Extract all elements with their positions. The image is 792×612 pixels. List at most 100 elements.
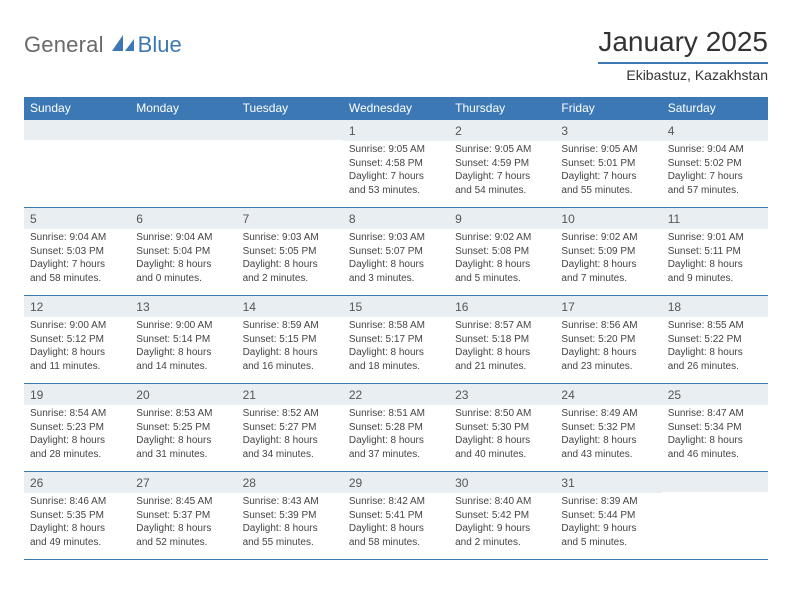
calendar-cell: 10Sunrise: 9:02 AMSunset: 5:09 PMDayligh…	[555, 207, 661, 295]
daylight-label: Daylight:	[561, 523, 603, 534]
calendar-cell: 25Sunrise: 8:47 AMSunset: 5:34 PMDayligh…	[662, 383, 768, 471]
sunrise-line: Sunrise: 8:43 AM	[243, 495, 337, 509]
cell-body: Sunrise: 8:58 AMSunset: 5:17 PMDaylight:…	[343, 317, 449, 377]
sunrise-value: 8:40 AM	[495, 496, 532, 507]
day-number: 1	[343, 120, 449, 141]
sunset-label: Sunset:	[561, 246, 598, 257]
daylight-line: Daylight: 8 hours and 55 minutes.	[243, 522, 337, 549]
calendar-week-row: 26Sunrise: 8:46 AMSunset: 5:35 PMDayligh…	[24, 471, 768, 559]
cell-body: Sunrise: 9:01 AMSunset: 5:11 PMDaylight:…	[662, 229, 768, 289]
daylight-label: Daylight:	[455, 171, 497, 182]
cell-body: Sunrise: 8:46 AMSunset: 5:35 PMDaylight:…	[24, 493, 130, 553]
sunrise-value: 8:45 AM	[176, 496, 213, 507]
sunset-label: Sunset:	[455, 158, 492, 169]
sunset-line: Sunset: 5:04 PM	[136, 245, 230, 259]
month-title: January 2025	[598, 26, 768, 58]
calendar-cell: 26Sunrise: 8:46 AMSunset: 5:35 PMDayligh…	[24, 471, 130, 559]
daylight-label: Daylight:	[668, 259, 710, 270]
daylight-line: Daylight: 7 hours and 54 minutes.	[455, 170, 549, 197]
calendar-cell: 7Sunrise: 9:03 AMSunset: 5:05 PMDaylight…	[237, 207, 343, 295]
sunrise-line: Sunrise: 8:57 AM	[455, 319, 549, 333]
day-number: 7	[237, 208, 343, 229]
daylight-line: Daylight: 7 hours and 53 minutes.	[349, 170, 443, 197]
calendar-table: SundayMondayTuesdayWednesdayThursdayFrid…	[24, 97, 768, 559]
sunset-label: Sunset:	[30, 334, 67, 345]
sunrise-line: Sunrise: 8:45 AM	[136, 495, 230, 509]
sunset-value: 5:15 PM	[279, 334, 316, 345]
sunrise-line: Sunrise: 8:39 AM	[561, 495, 655, 509]
cell-body: Sunrise: 9:00 AMSunset: 5:12 PMDaylight:…	[24, 317, 130, 377]
daylight-line: Daylight: 8 hours and 37 minutes.	[349, 434, 443, 461]
sunrise-value: 9:00 AM	[176, 320, 213, 331]
sunrise-line: Sunrise: 8:50 AM	[455, 407, 549, 421]
cell-body: Sunrise: 8:47 AMSunset: 5:34 PMDaylight:…	[662, 405, 768, 465]
sunset-value: 5:30 PM	[492, 422, 529, 433]
sunrise-label: Sunrise:	[349, 408, 388, 419]
sunrise-label: Sunrise:	[243, 320, 282, 331]
daylight-label: Daylight:	[668, 347, 710, 358]
sunset-label: Sunset:	[243, 510, 280, 521]
sunset-value: 5:17 PM	[386, 334, 423, 345]
daylight-line: Daylight: 8 hours and 11 minutes.	[30, 346, 124, 373]
sunset-line: Sunset: 5:25 PM	[136, 421, 230, 435]
daylight-label: Daylight:	[349, 523, 391, 534]
cell-body: Sunrise: 8:49 AMSunset: 5:32 PMDaylight:…	[555, 405, 661, 465]
daylight-line: Daylight: 8 hours and 43 minutes.	[561, 434, 655, 461]
day-number: 28	[237, 472, 343, 493]
sunset-value: 5:35 PM	[67, 510, 104, 521]
sunrise-line: Sunrise: 8:46 AM	[30, 495, 124, 509]
sunset-line: Sunset: 5:17 PM	[349, 333, 443, 347]
sunset-label: Sunset:	[349, 510, 386, 521]
sunrise-value: 8:58 AM	[388, 320, 425, 331]
cell-body: Sunrise: 8:50 AMSunset: 5:30 PMDaylight:…	[449, 405, 555, 465]
sunset-value: 5:32 PM	[598, 422, 635, 433]
sunrise-line: Sunrise: 8:56 AM	[561, 319, 655, 333]
sunrise-label: Sunrise:	[136, 496, 175, 507]
daylight-line: Daylight: 8 hours and 52 minutes.	[136, 522, 230, 549]
sunrise-line: Sunrise: 8:47 AM	[668, 407, 762, 421]
sunrise-value: 8:55 AM	[707, 320, 744, 331]
daylight-label: Daylight:	[668, 435, 710, 446]
calendar-cell: 23Sunrise: 8:50 AMSunset: 5:30 PMDayligh…	[449, 383, 555, 471]
sunrise-line: Sunrise: 8:51 AM	[349, 407, 443, 421]
day-number: 16	[449, 296, 555, 317]
title-block: January 2025 Ekibastuz, Kazakhstan	[598, 26, 768, 83]
sunrise-value: 8:51 AM	[388, 408, 425, 419]
sunset-line: Sunset: 5:27 PM	[243, 421, 337, 435]
sunset-line: Sunset: 5:01 PM	[561, 157, 655, 171]
sunset-line: Sunset: 5:09 PM	[561, 245, 655, 259]
sunrise-line: Sunrise: 8:54 AM	[30, 407, 124, 421]
sunrise-label: Sunrise:	[30, 408, 69, 419]
sunrise-value: 9:04 AM	[69, 232, 106, 243]
sunrise-line: Sunrise: 8:55 AM	[668, 319, 762, 333]
sunrise-value: 9:05 AM	[601, 144, 638, 155]
sunrise-label: Sunrise:	[561, 496, 600, 507]
sunrise-label: Sunrise:	[455, 320, 494, 331]
sunset-label: Sunset:	[349, 422, 386, 433]
daylight-line: Daylight: 8 hours and 14 minutes.	[136, 346, 230, 373]
cell-body: Sunrise: 9:00 AMSunset: 5:14 PMDaylight:…	[130, 317, 236, 377]
sunrise-label: Sunrise:	[349, 496, 388, 507]
sunrise-value: 8:52 AM	[282, 408, 319, 419]
sunset-label: Sunset:	[561, 334, 598, 345]
sunrise-value: 9:02 AM	[601, 232, 638, 243]
calendar-cell: 11Sunrise: 9:01 AMSunset: 5:11 PMDayligh…	[662, 207, 768, 295]
daylight-label: Daylight:	[349, 435, 391, 446]
daylight-line: Daylight: 8 hours and 21 minutes.	[455, 346, 549, 373]
sunset-value: 5:03 PM	[67, 246, 104, 257]
sunset-label: Sunset:	[455, 246, 492, 257]
sunset-line: Sunset: 5:05 PM	[243, 245, 337, 259]
daylight-line: Daylight: 7 hours and 58 minutes.	[30, 258, 124, 285]
daylight-label: Daylight:	[243, 523, 285, 534]
sunset-label: Sunset:	[668, 334, 705, 345]
calendar-cell: 5Sunrise: 9:04 AMSunset: 5:03 PMDaylight…	[24, 207, 130, 295]
sunset-line: Sunset: 5:41 PM	[349, 509, 443, 523]
day-number: 27	[130, 472, 236, 493]
daylight-label: Daylight:	[136, 435, 178, 446]
sunset-label: Sunset:	[349, 246, 386, 257]
sunrise-value: 9:00 AM	[69, 320, 106, 331]
sunrise-value: 8:47 AM	[707, 408, 744, 419]
sunrise-line: Sunrise: 9:04 AM	[668, 143, 762, 157]
calendar-cell: 21Sunrise: 8:52 AMSunset: 5:27 PMDayligh…	[237, 383, 343, 471]
sunrise-value: 9:05 AM	[495, 144, 532, 155]
